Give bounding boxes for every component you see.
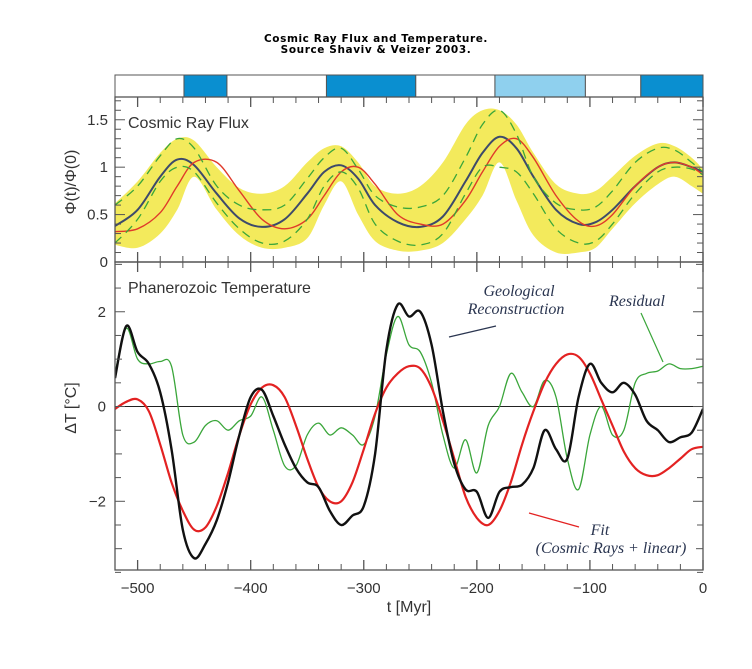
series-line (115, 164, 703, 246)
series-line (115, 109, 703, 211)
bar-segment (415, 74, 496, 98)
y-tick-label: 1 (100, 159, 108, 176)
panel-label-cosmic-ray-flux: Cosmic Ray Flux (128, 115, 249, 132)
temperature-panel: −2 0 2 −500 −400 −300 −200 −100 0 (89, 261, 707, 597)
y-tick-label: 1.5 (87, 112, 108, 129)
annotation-pointer-residual (640, 312, 664, 363)
x-tick-label: −100 (573, 580, 607, 597)
cosmic-ray-panel: 0 0.5 1 1.5 (87, 96, 704, 271)
annotation-geological: Geological (483, 283, 555, 300)
chart-title: Cosmic Ray Flux and Temperature. (263, 33, 489, 45)
x-tick-label: −500 (121, 580, 155, 597)
y-axis-label-temperature: ΔT [°C] (63, 382, 80, 433)
annotation-fit: Fit (590, 522, 610, 539)
chart-title-block: Cosmic Ray Flux and Temperature. Source … (0, 34, 752, 56)
chart-subtitle: Source Shaviv & Veizer 2003. (280, 44, 472, 56)
uncertainty-band (115, 108, 703, 254)
annotation-pointer-fit (528, 512, 580, 528)
bar-segment (183, 74, 228, 98)
bar-segment (494, 74, 586, 98)
series-line (115, 137, 703, 233)
x-tick-label: −400 (234, 580, 268, 597)
panel-label-phanerozoic-temperature: Phanerozoic Temperature (128, 280, 311, 297)
series-line (115, 352, 703, 533)
annotation-residual: Residual (608, 293, 666, 310)
bar-segment (584, 74, 642, 98)
series-line (115, 315, 703, 491)
y-axis-label-flux: Φ(t)/Φ(0) (63, 150, 80, 215)
y-tick-label: 0.5 (87, 207, 108, 224)
bar-segment (226, 74, 327, 98)
bar-segment (640, 74, 704, 98)
x-axis-label: t [Myr] (387, 599, 431, 616)
x-tick-label: −200 (460, 580, 494, 597)
annotation-reconstruction: Reconstruction (467, 301, 565, 318)
series-line (115, 135, 703, 229)
x-tick-label: 0 (699, 580, 707, 597)
bar-segment (325, 74, 417, 98)
annotation-fit-detail: (Cosmic Rays + linear) (536, 540, 687, 557)
x-tick-label: −300 (347, 580, 381, 597)
y-tick-label: −2 (89, 493, 106, 510)
top-plot-area (115, 108, 703, 254)
y-tick-label: 0 (98, 399, 106, 416)
spiral-arm-bar (114, 74, 704, 98)
series-line (115, 302, 703, 560)
bar-segment (114, 74, 185, 98)
bottom-plot-area (115, 302, 703, 560)
y-tick-label: 2 (98, 304, 106, 321)
annotation-pointer-geological (448, 325, 497, 338)
y-tick-label: 0 (100, 254, 108, 271)
